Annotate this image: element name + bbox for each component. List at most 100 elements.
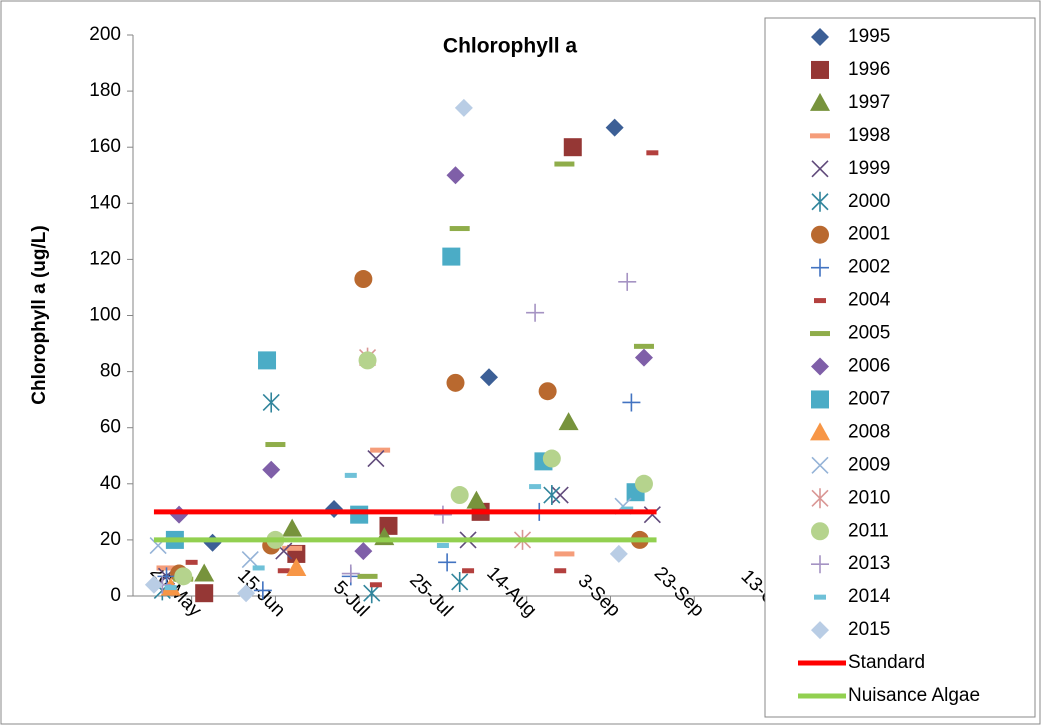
data-point (282, 545, 303, 551)
data-point (344, 472, 357, 478)
legend-label: 2001 (848, 224, 890, 245)
data-point (277, 568, 290, 574)
legend-marker (811, 258, 829, 277)
legend-marker (814, 594, 826, 600)
data-point (358, 351, 377, 370)
legend-label: 2006 (848, 356, 890, 377)
data-point (538, 382, 557, 401)
legend-label: 1995 (848, 26, 890, 47)
legend-marker (811, 621, 829, 640)
data-point (341, 564, 360, 583)
legend-label: 2013 (848, 553, 890, 574)
data-point (529, 484, 542, 490)
data-point (442, 247, 461, 266)
data-point (451, 571, 469, 592)
legend-box (764, 17, 1036, 718)
legend-label: Nuisance Algae (848, 685, 980, 706)
legend-label: 2004 (848, 290, 891, 311)
data-point (354, 542, 373, 561)
data-point (258, 351, 277, 370)
data-point (195, 584, 214, 603)
data-point (262, 460, 281, 479)
legend-marker (811, 60, 829, 79)
data-point (438, 553, 457, 572)
data-point (480, 368, 499, 387)
data-point (526, 303, 545, 322)
legend-marker (811, 456, 829, 474)
data-point (466, 490, 487, 509)
data-point (144, 575, 163, 594)
legend-label: 2015 (848, 619, 890, 640)
data-point (618, 272, 637, 291)
data-point (554, 161, 575, 167)
legend-marker (811, 191, 829, 212)
legend-label: 1996 (848, 59, 890, 80)
data-point (357, 573, 378, 579)
data-point (282, 518, 303, 537)
legend-label: 2010 (848, 487, 890, 508)
legend-marker (810, 331, 830, 337)
y-tick-label: 60 (100, 417, 121, 438)
data-point (354, 270, 373, 289)
legend-marker (811, 357, 829, 376)
data-point (622, 393, 641, 412)
data-point (450, 486, 469, 505)
data-point (554, 568, 567, 574)
y-axis-label: Chlorophyll a (ug/L) (29, 225, 50, 404)
legend-label: 2000 (848, 191, 890, 212)
data-point (237, 584, 256, 603)
data-point (633, 343, 654, 349)
data-point (174, 567, 193, 586)
data-point (543, 485, 561, 506)
legend-label: 1998 (848, 125, 890, 146)
legend-marker (811, 225, 829, 244)
legend-marker (811, 390, 829, 409)
legend-label: 2014 (848, 586, 891, 607)
y-tick-label: 180 (89, 80, 121, 101)
data-point (185, 559, 198, 565)
y-tick-label: 40 (100, 473, 121, 494)
data-point (253, 581, 272, 600)
legend-label: 2009 (848, 454, 890, 475)
data-point (286, 557, 307, 576)
data-point (265, 442, 286, 448)
data-point (646, 150, 659, 156)
y-tick-label: 200 (89, 24, 121, 45)
data-point (462, 568, 475, 574)
data-point (446, 166, 465, 185)
legend-marker (811, 522, 829, 541)
legend-label: Standard (848, 652, 925, 673)
data-point (634, 474, 653, 493)
y-tick-label: 160 (89, 136, 121, 157)
data-point (558, 412, 579, 431)
legend-label: 2011 (848, 520, 889, 541)
legend-marker (811, 488, 829, 509)
data-point (551, 486, 569, 504)
data-point (449, 226, 470, 232)
legend-marker (810, 422, 830, 441)
y-tick-label: 140 (89, 192, 121, 213)
data-point (194, 563, 215, 582)
data-point (157, 567, 176, 586)
data-point (241, 550, 259, 569)
legend-label: 2008 (848, 421, 890, 442)
legend-marker (811, 28, 829, 46)
data-point (454, 98, 473, 117)
data-point (643, 506, 661, 524)
data-point (605, 118, 624, 137)
legend-label: 2005 (848, 323, 890, 344)
legend-marker (810, 133, 830, 139)
legend-label: 2007 (848, 388, 890, 409)
data-point (170, 505, 189, 524)
chart-title: Chlorophyll a (443, 35, 577, 58)
legend-label: 2002 (848, 257, 890, 278)
data-point (563, 138, 582, 157)
data-point (446, 373, 465, 392)
data-point (369, 582, 382, 588)
data-point (634, 348, 653, 367)
y-tick-label: 80 (100, 361, 121, 382)
legend-label: 1999 (848, 158, 890, 179)
data-point (621, 506, 634, 512)
data-point (609, 544, 628, 563)
